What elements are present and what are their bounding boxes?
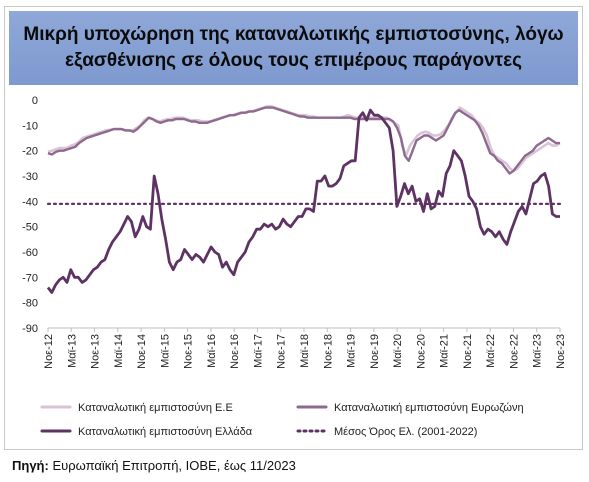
source-label: Πηγή:	[12, 458, 49, 473]
legend-label-greece: Καταναλωτική εμπιστοσύνη Ελλάδα	[78, 426, 253, 438]
x-tick-label: Μαϊ-21	[439, 334, 451, 368]
legend-label-eurozone: Καταναλωτική εμπιστοσύνη Ευρωζώνη	[334, 402, 524, 414]
y-tick-label: -10	[22, 120, 38, 132]
x-tick-label: Νοε-21	[462, 334, 474, 369]
x-tick-label: Μαϊ-16	[206, 334, 218, 368]
x-tick-label: Νοε-16	[229, 334, 241, 369]
source-text: Ευρωπαϊκή Επιτροπή, ΙΟΒΕ, έως 11/2023	[48, 458, 296, 473]
x-tick-label: Νοε-23	[555, 334, 567, 369]
y-tick-label: -40	[22, 196, 38, 208]
y-tick-label: -70	[22, 272, 38, 284]
x-tick-label: Μαϊ-22	[485, 334, 497, 368]
chart-svg: 0 -10 -20 -30 -40 -50 -60 -70 -80 -90 Νοε-12 Μαϊ-13…	[22, 95, 567, 438]
y-tick-label: -20	[22, 146, 38, 158]
x-tick-label: Νοε-22	[508, 334, 520, 369]
x-tick-label: Νοε-19	[369, 334, 381, 369]
x-tick-label: Μαϊ-19	[346, 334, 358, 368]
y-tick-label: -30	[22, 171, 38, 183]
x-tick-label: Νοε-13	[90, 334, 102, 369]
x-tick-label: Μαϊ-13	[66, 334, 78, 368]
x-tick-label: Μαϊ-18	[299, 334, 311, 368]
y-tick-label: -80	[22, 298, 38, 310]
x-tick-label: Νοε-17	[276, 334, 288, 369]
x-tick-label: Νοε-20	[415, 334, 427, 369]
x-tick-label: Μαϊ-15	[159, 334, 171, 368]
chart-frame: Μικρή υποχώρηση της καταναλωτικής εμπιστ…	[4, 6, 583, 450]
y-tick-label: -90	[22, 323, 38, 335]
legend-label-average: Μέσος Όρος Ελ. (2001-2022)	[334, 426, 477, 438]
legend-label-eu: Καταναλωτική εμπιστοσύνη Ε.Ε	[78, 402, 233, 414]
series-line-greece	[46, 108, 560, 294]
x-tick-label: Νοε-18	[322, 334, 334, 369]
title-line-2: εξασθένισης σε όλους τους επιμέρους παρά…	[64, 50, 523, 71]
chart-title: Μικρή υποχώρηση της καταναλωτικής εμπιστ…	[9, 11, 578, 85]
x-tick-label: Μαϊ-20	[392, 334, 404, 368]
x-tick-label: Μαϊ-17	[252, 334, 264, 368]
y-tick-label: -50	[22, 222, 38, 234]
y-tick-label: 0	[32, 95, 38, 107]
x-tick-label: Μαϊ-23	[532, 334, 544, 368]
y-tick-label: -60	[22, 247, 38, 259]
x-tick-label: Μαϊ-14	[113, 334, 125, 368]
series-line-eurozone	[47, 106, 560, 175]
x-tick-label: Νοε-12	[43, 334, 55, 369]
source-note: Πηγή: Ευρωπαϊκή Επιτροπή, ΙΟΒΕ, έως 11/2…	[12, 458, 296, 473]
x-tick-label: Νοε-15	[183, 334, 195, 369]
x-tick-label: Νοε-14	[136, 334, 148, 369]
title-line-1: Μικρή υποχώρηση της καταναλωτικής εμπιστ…	[23, 24, 564, 45]
